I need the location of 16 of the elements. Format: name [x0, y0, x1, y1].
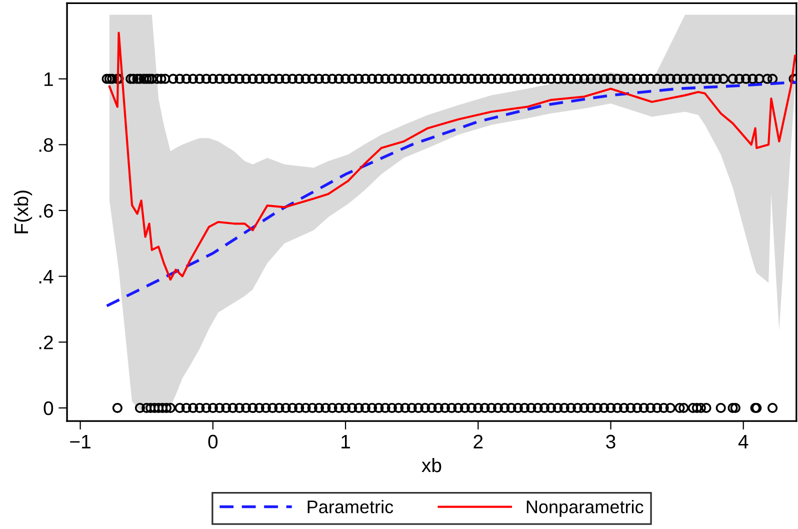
y-tick-label: .8 — [39, 138, 53, 152]
x-tick-label: 2 — [474, 434, 483, 448]
y-tick-label: .4 — [39, 270, 54, 284]
x-tick-label: −1 — [70, 434, 90, 448]
x-tick-label: 1 — [342, 434, 350, 448]
y-tick-label: 0 — [44, 401, 54, 416]
y-tick-label: .6 — [39, 204, 53, 218]
y-tick-label: .2 — [39, 336, 53, 350]
legend-label: Parametric — [308, 500, 394, 514]
y-axis-title: F(xb) — [14, 190, 32, 234]
legend-label: Nonparametric — [526, 500, 644, 517]
y-tick-label: 1 — [44, 72, 53, 86]
x-tick-label: 0 — [208, 434, 218, 449]
x-tick-label: 4 — [738, 434, 748, 448]
x-axis-title: xb — [422, 458, 442, 472]
x-tick-label: 3 — [606, 434, 616, 449]
